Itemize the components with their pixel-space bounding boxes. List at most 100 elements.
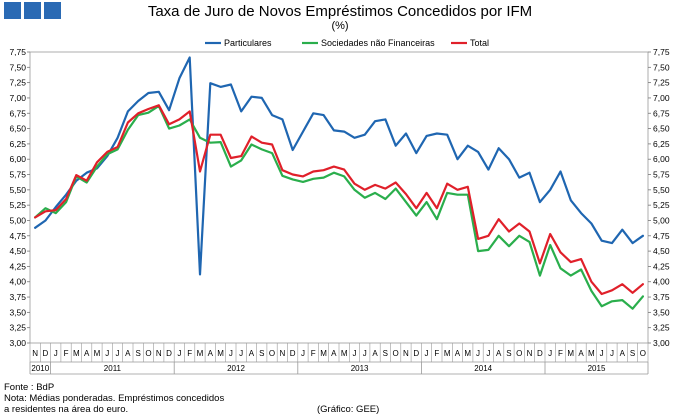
y-tick-label-left: 7,50 — [9, 62, 26, 72]
x-month-label: S — [135, 349, 140, 358]
x-month-label: D — [166, 349, 172, 358]
x-month-label: M — [588, 349, 595, 358]
y-tick-label-right: 6,75 — [653, 108, 670, 118]
legend-label: Particulares — [224, 38, 272, 48]
x-month-label: A — [208, 349, 214, 358]
y-tick-label-left: 4,75 — [9, 231, 26, 241]
y-tick-label-right: 4,50 — [653, 246, 670, 256]
x-month-label: O — [145, 349, 151, 358]
y-tick-label-right: 5,75 — [653, 170, 670, 180]
y-tick-label-left: 3,00 — [9, 338, 26, 348]
y-tick-label-right: 7,25 — [653, 78, 670, 88]
chart-unit: (%) — [331, 20, 349, 32]
x-month-label: A — [578, 349, 584, 358]
x-month-label: J — [239, 349, 243, 358]
y-tick-label-left: 5,75 — [9, 170, 26, 180]
x-month-label: J — [105, 349, 109, 358]
series-line-sociedades-n-o-financeiras — [33, 104, 645, 310]
x-month-label: D — [537, 349, 543, 358]
y-tick-label-right: 4,00 — [653, 277, 670, 287]
y-tick-label-right: 3,50 — [653, 307, 670, 317]
plot-frame — [29, 51, 649, 344]
x-month-label: A — [455, 349, 461, 358]
header-block — [44, 2, 61, 19]
header-block — [24, 2, 41, 19]
y-tick-label-left: 5,00 — [9, 215, 26, 225]
x-month-label: J — [352, 349, 356, 358]
x-month-label: O — [516, 349, 522, 358]
x-month-label: J — [116, 349, 120, 358]
x-year-label: 2013 — [351, 364, 369, 373]
x-month-label: O — [640, 349, 646, 358]
y-tick-label-left: 6,25 — [9, 139, 26, 149]
y-tick-label-right: 6,00 — [653, 154, 670, 164]
x-year-label: 2014 — [474, 364, 492, 373]
y-tick-label-left: 7,75 — [9, 47, 26, 57]
note-line-1: Nota: Médias ponderadas. Empréstimos con… — [4, 393, 225, 404]
y-tick-label-left: 3,50 — [9, 307, 26, 317]
header-block — [4, 2, 21, 19]
y-tick-label-left: 6,00 — [9, 154, 26, 164]
x-month-label: J — [54, 349, 58, 358]
note-line-2: a residentes na área do euro. — [4, 404, 129, 415]
y-tick-label-right: 5,50 — [653, 185, 670, 195]
y-tick-label-left: 7,25 — [9, 78, 26, 88]
x-month-label: J — [229, 349, 233, 358]
x-month-label: O — [269, 349, 275, 358]
x-month-label: J — [548, 349, 552, 358]
x-month-label: D — [290, 349, 296, 358]
y-tick-label-right: 5,25 — [653, 200, 670, 210]
x-month-label: N — [32, 349, 38, 358]
y-tick-label-right: 6,25 — [653, 139, 670, 149]
header-blocks — [4, 2, 61, 19]
x-month-label: M — [567, 349, 574, 358]
y-tick-label-left: 4,50 — [9, 246, 26, 256]
x-month-label: M — [320, 349, 327, 358]
x-month-label: O — [393, 349, 399, 358]
x-month-label: A — [496, 349, 502, 358]
x-month-label: A — [84, 349, 90, 358]
y-tick-label-left: 4,25 — [9, 261, 26, 271]
x-month-label: S — [259, 349, 264, 358]
x-month-label: N — [527, 349, 533, 358]
x-month-label: A — [331, 349, 337, 358]
x-month-label: M — [73, 349, 80, 358]
legend-label: Sociedades não Financeiras — [321, 38, 435, 48]
y-tick-label-right: 3,25 — [653, 323, 670, 333]
x-month-label: D — [43, 349, 49, 358]
x-year-label: 2012 — [227, 364, 245, 373]
y-tick-label-right: 7,50 — [653, 62, 670, 72]
x-month-label: M — [464, 349, 471, 358]
x-year-label: 2010 — [31, 364, 49, 373]
x-month-label: J — [600, 349, 604, 358]
x-month-label: F — [558, 349, 563, 358]
chart-credit: (Gráfico: GEE) — [317, 404, 380, 415]
x-month-label: J — [425, 349, 429, 358]
x-month-label: A — [125, 349, 131, 358]
x-month-label: J — [476, 349, 480, 358]
x-month-label: F — [187, 349, 192, 358]
x-month-label: M — [341, 349, 348, 358]
y-tick-label-left: 7,00 — [9, 93, 26, 103]
x-year-label: 2015 — [588, 364, 606, 373]
y-tick-label-right: 4,75 — [653, 231, 670, 241]
y-tick-label-left: 4,00 — [9, 277, 26, 287]
x-month-label: J — [486, 349, 490, 358]
x-month-label: A — [372, 349, 378, 358]
y-tick-label-left: 6,75 — [9, 108, 26, 118]
legend-label: Total — [470, 38, 489, 48]
chart-title: Taxa de Juro de Novos Empréstimos Conced… — [147, 3, 533, 20]
x-month-label: A — [249, 349, 255, 358]
y-tick-label-left: 5,50 — [9, 185, 26, 195]
x-month-label: J — [301, 349, 305, 358]
y-tick-label-left: 5,25 — [9, 200, 26, 210]
x-year-label: 2011 — [104, 364, 122, 373]
x-month-label: F — [311, 349, 316, 358]
x-month-label: J — [610, 349, 614, 358]
x-month-label: D — [413, 349, 419, 358]
x-month-label: S — [630, 349, 635, 358]
x-month-label: S — [506, 349, 511, 358]
y-tick-label-right: 7,75 — [653, 47, 670, 57]
x-month-label: J — [363, 349, 367, 358]
